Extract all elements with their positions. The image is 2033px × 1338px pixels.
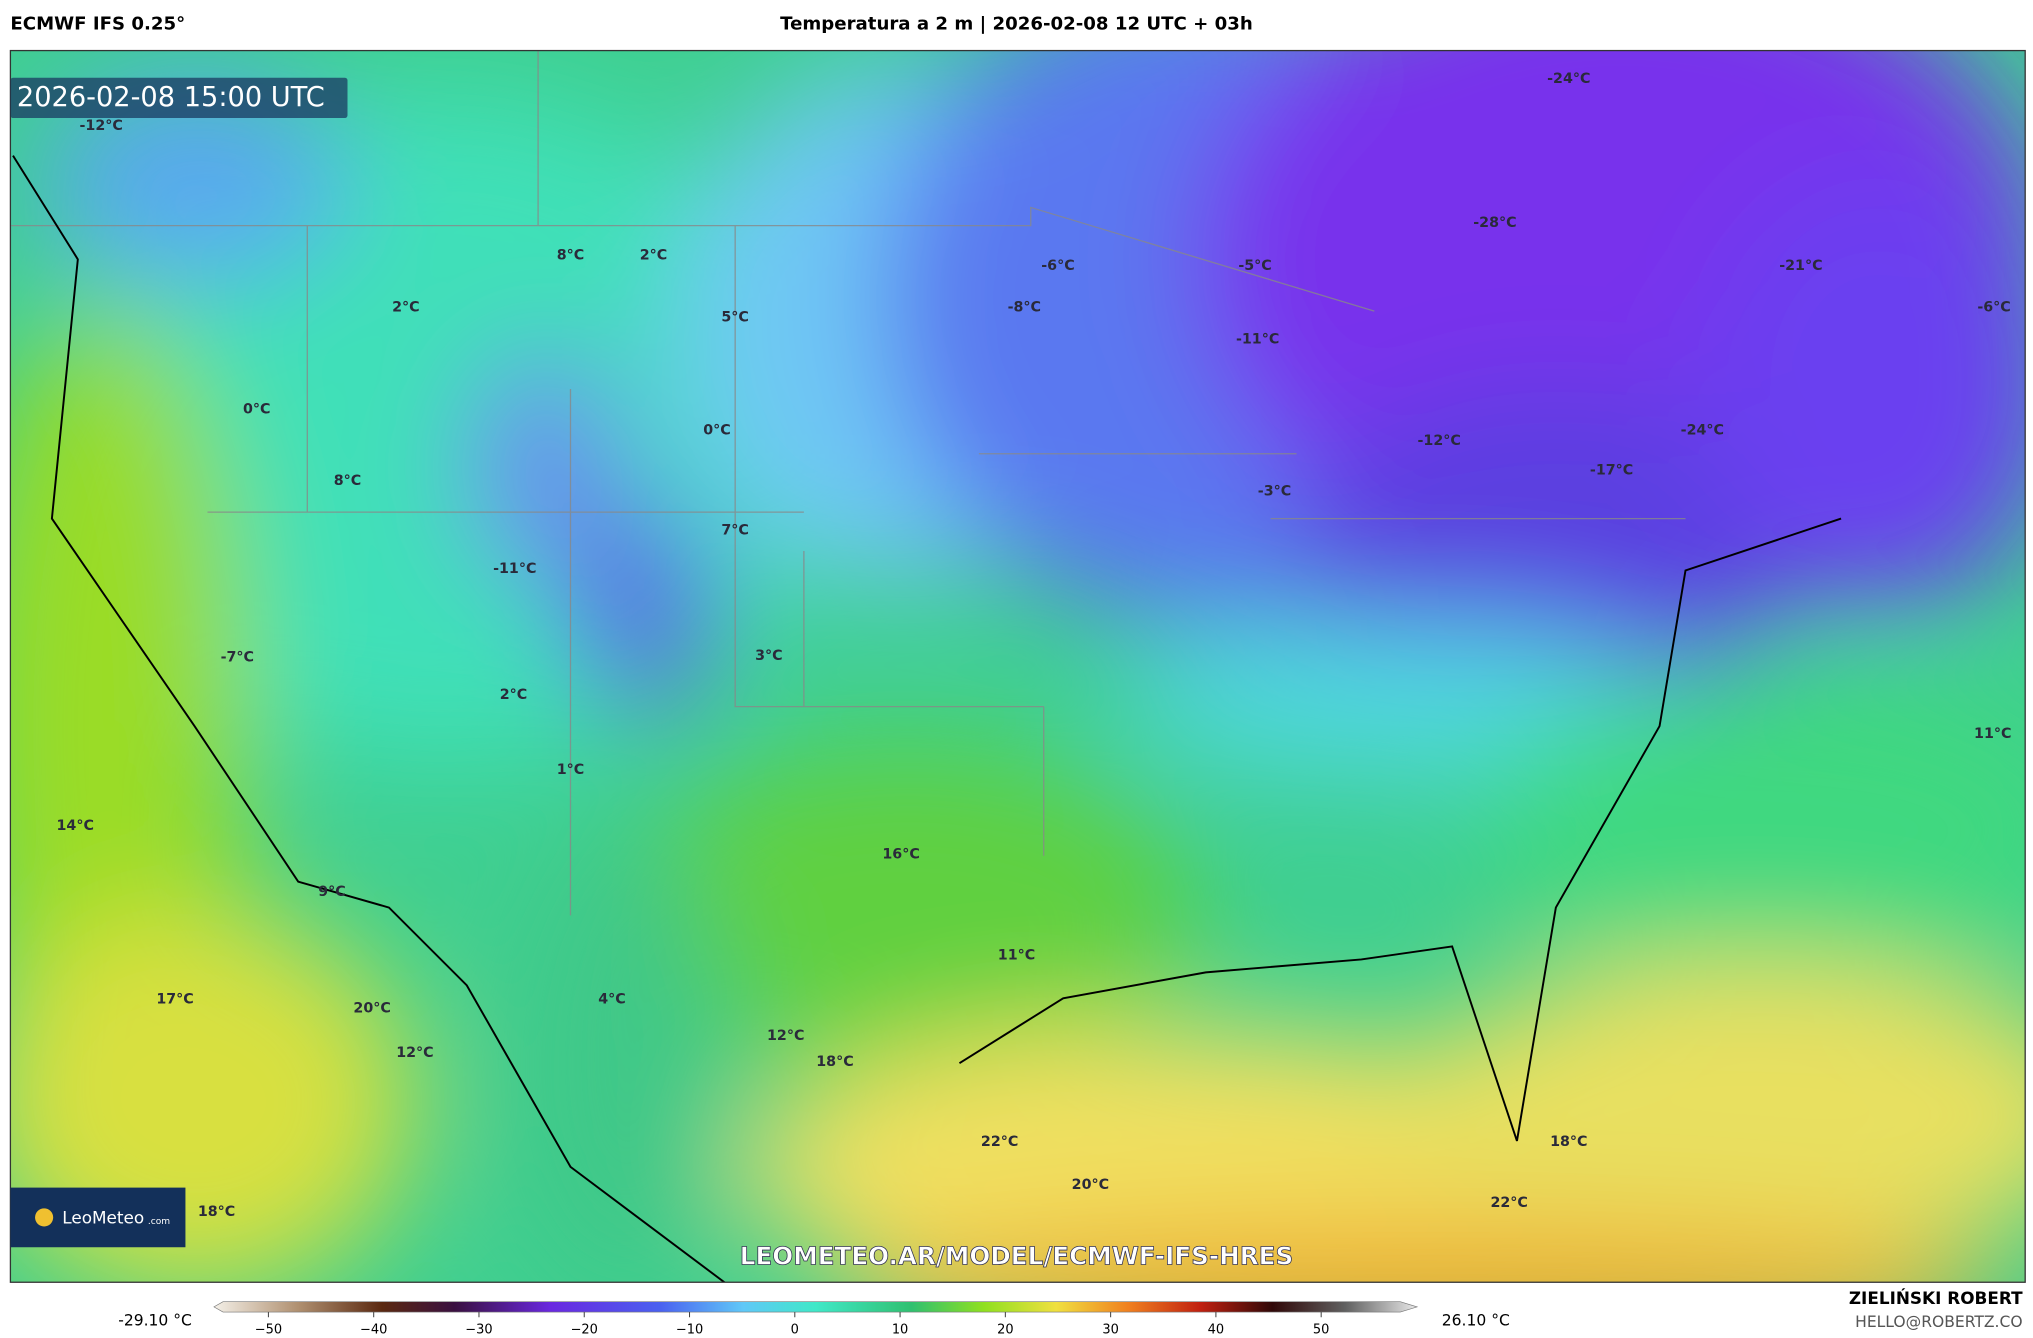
temperature-label: -11°C bbox=[1236, 332, 1279, 348]
timestamp: 2026-02-08 15:00 UTC bbox=[17, 82, 325, 113]
model-name: ECMWF IFS 0.25° bbox=[10, 14, 185, 35]
temperature-label: 12°C bbox=[767, 1028, 804, 1044]
temperature-label: 22°C bbox=[1490, 1195, 1527, 1211]
author: ZIELIŃSKI ROBERT bbox=[1849, 1287, 2023, 1308]
temperature-label: 22°C bbox=[981, 1134, 1018, 1150]
colorbar-tick-label: −20 bbox=[571, 1323, 598, 1338]
temperature-label: 5°C bbox=[721, 310, 748, 326]
temperature-label: 18°C bbox=[816, 1054, 853, 1070]
map-title: Temperatura a 2 m | 2026-02-08 12 UTC + … bbox=[780, 14, 1253, 35]
temperature-label: -21°C bbox=[1779, 258, 1822, 274]
temperature-label: 0°C bbox=[243, 402, 270, 418]
temperature-label: 1°C bbox=[557, 762, 585, 778]
colorbar-tick-label: 20 bbox=[997, 1323, 1013, 1338]
logo-name: LeoMeteo bbox=[62, 1208, 144, 1228]
colorbar-tick-label: −50 bbox=[255, 1323, 282, 1338]
temperature-label: -12°C bbox=[1417, 433, 1460, 449]
temperature-label: 3°C bbox=[755, 648, 783, 664]
temperature-label: 0°C bbox=[703, 422, 731, 438]
map-frame bbox=[9, 49, 2026, 1283]
temperature-label: -24°C bbox=[1681, 422, 1724, 438]
temperature-label: 20°C bbox=[353, 1001, 390, 1017]
colorbar-tick-label: 10 bbox=[892, 1323, 908, 1338]
temperature-label: 18°C bbox=[198, 1204, 235, 1220]
temperature-label: 7°C bbox=[721, 522, 748, 538]
temperature-label: -12°C bbox=[79, 118, 122, 134]
temperature-label: 2°C bbox=[640, 247, 668, 263]
temperature-label: -8°C bbox=[1008, 299, 1041, 315]
temperature-label: 11°C bbox=[998, 948, 1035, 964]
temperature-label: 18°C bbox=[1550, 1134, 1587, 1150]
colorbar-tick-label: −10 bbox=[676, 1323, 703, 1338]
temperature-label: -6°C bbox=[1977, 299, 2010, 315]
logo-sun bbox=[35, 1208, 54, 1227]
temperature-label: 17°C bbox=[156, 992, 193, 1008]
temperature-label: -24°C bbox=[1547, 71, 1590, 87]
temperature-label: -7°C bbox=[221, 649, 254, 665]
colorbar-tick-label: 30 bbox=[1102, 1323, 1118, 1338]
temperature-label: 8°C bbox=[557, 247, 585, 263]
temperature-label: 8°C bbox=[334, 473, 362, 489]
temperature-label: 4°C bbox=[598, 992, 625, 1008]
colorbar-tick-label: 40 bbox=[1208, 1323, 1224, 1338]
logo-suffix: .com bbox=[148, 1217, 170, 1227]
colorbar-tick-label: −30 bbox=[465, 1323, 492, 1338]
colorbar-max: 26.10 °C bbox=[1442, 1312, 1510, 1330]
colorbar bbox=[213, 1301, 1419, 1313]
temperature-label: -17°C bbox=[1590, 463, 1633, 479]
colorbar-min: -29.10 °C bbox=[118, 1312, 192, 1330]
temperature-label: -6°C bbox=[1041, 258, 1074, 274]
temperature-label: 9°C bbox=[318, 884, 346, 900]
temperature-label: 14°C bbox=[57, 818, 94, 834]
colorbar-tick-label: 50 bbox=[1313, 1323, 1329, 1338]
temperature-label: -5°C bbox=[1238, 258, 1271, 274]
temperature-label: 20°C bbox=[1072, 1177, 1109, 1193]
temperature-label: 12°C bbox=[396, 1045, 433, 1061]
timestamp-box bbox=[10, 77, 348, 118]
colorbar-tick-label: −40 bbox=[360, 1323, 387, 1338]
temperature-label: 2°C bbox=[392, 299, 420, 315]
watermark: LEOMETEO.AR/MODEL/ECMWF-IFS-HRES bbox=[740, 1242, 1293, 1271]
temperature-label: -3°C bbox=[1258, 483, 1291, 499]
contact: HELLO@ROBERTZ.CO bbox=[1855, 1313, 2022, 1331]
colorbar-tick-label: 0 bbox=[791, 1323, 799, 1338]
temperature-label: -11°C bbox=[493, 561, 536, 577]
temperature-label: 11°C bbox=[1974, 726, 2011, 742]
temperature-label: 16°C bbox=[882, 846, 919, 862]
temperature-label: -28°C bbox=[1473, 215, 1516, 231]
temperature-label: 2°C bbox=[500, 687, 528, 703]
